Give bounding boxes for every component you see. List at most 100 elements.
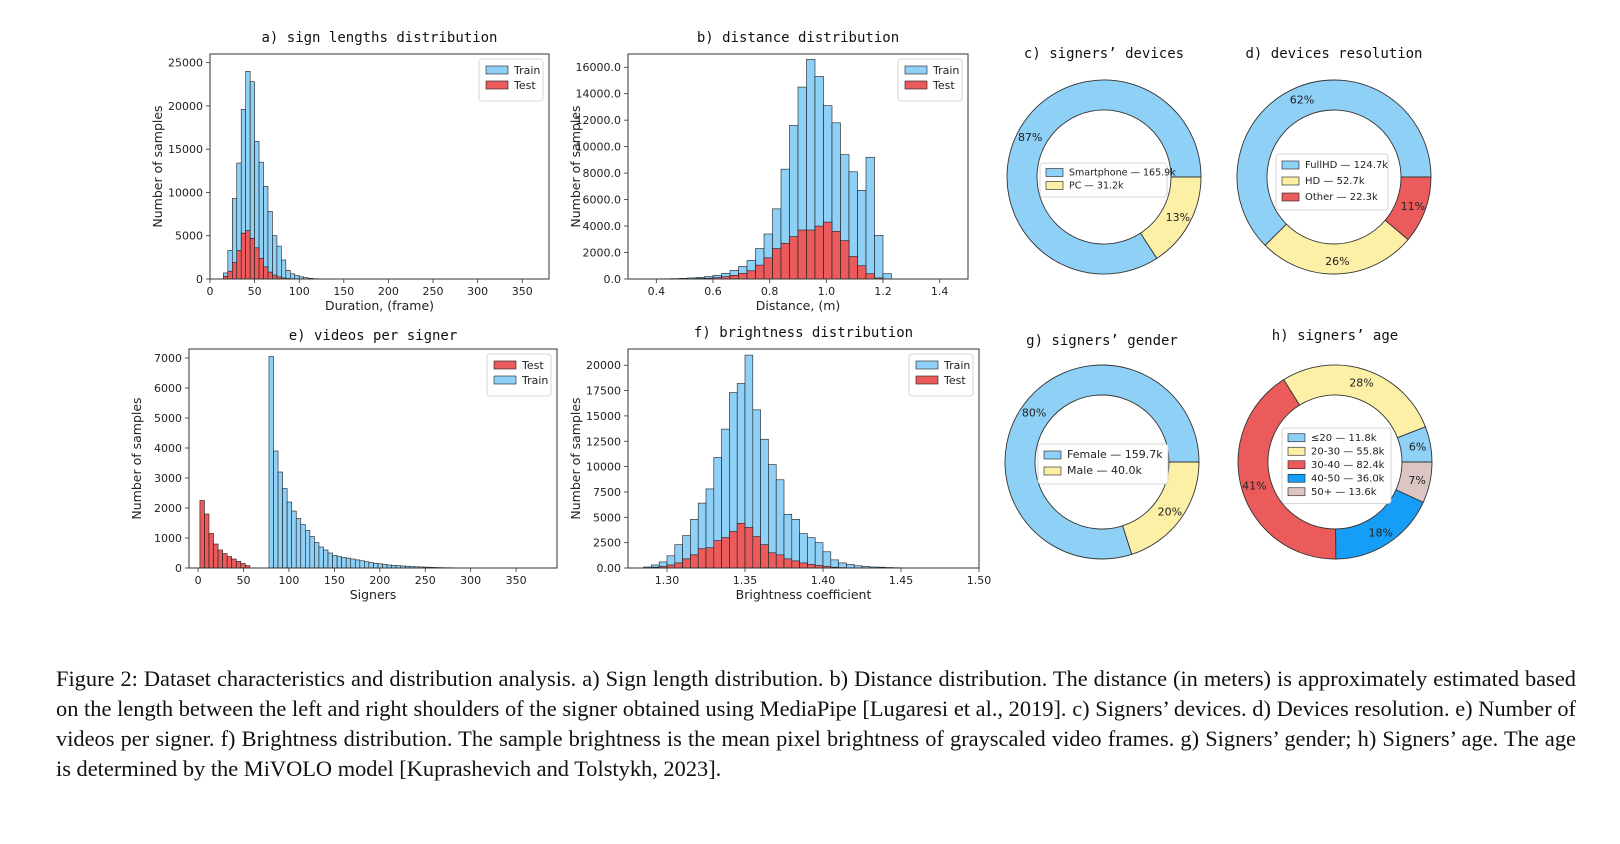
panel-e-ylabel: Number of samples <box>129 397 144 519</box>
slice-percent-label: 80% <box>1022 407 1046 420</box>
panel-a-legend: Train Test <box>478 58 544 102</box>
legend-swatch <box>1287 487 1306 497</box>
x-tick-label: 0.6 <box>704 285 722 298</box>
y-tick-label: 16000.0 <box>576 61 622 74</box>
bar-b-test <box>763 257 773 280</box>
y-tick-label: 20000 <box>586 359 621 372</box>
legend-label: Test <box>943 374 966 387</box>
panel-f-legend: Train Test <box>908 353 974 397</box>
y-tick-label: 15000 <box>586 410 621 423</box>
bar-b-test <box>738 273 748 280</box>
x-tick-label: 1.2 <box>874 285 892 298</box>
bar-e-train <box>373 562 379 569</box>
bar-e-train <box>305 530 311 569</box>
bar-a-train <box>276 245 282 280</box>
bar-e-train <box>295 518 302 569</box>
bar-f-train <box>838 562 847 569</box>
panel-h: h) signers’ age 6% 28% 41% 18% 7% ≤20 — 11.8k 2… <box>1237 328 1433 560</box>
bar-f-test <box>744 527 754 569</box>
bar-e-train <box>277 471 283 569</box>
donut-slice-g <box>1004 364 1200 560</box>
bar-b-test <box>865 273 875 280</box>
y-tick-label: 12000.0 <box>576 114 622 127</box>
bar-a-test <box>240 232 246 280</box>
bar-e-train <box>273 450 279 569</box>
x-tick-label: 300 <box>467 285 488 298</box>
bar-f-test <box>705 547 715 569</box>
panel-e: e) videos per signer 0 50 100 150 200 250 300 35… <box>129 328 558 602</box>
y-tick-label: 7000 <box>154 352 182 365</box>
bar-f-train <box>807 537 816 569</box>
legend-swatch <box>915 360 939 370</box>
legend-label: Smartphone — 165.9k <box>1069 168 1176 179</box>
legend-swatch <box>904 65 928 75</box>
bar-a-train <box>267 211 273 280</box>
panel-b-ylabel: Number of samples <box>568 105 583 227</box>
x-tick-label: 1.50 <box>967 574 992 587</box>
bar-e-train <box>309 536 315 569</box>
x-tick-label: 200 <box>378 285 399 298</box>
bar-e-train <box>314 542 320 569</box>
x-tick-label: 350 <box>512 285 533 298</box>
bar-e-train <box>345 557 352 569</box>
panel-f-frame <box>627 348 980 569</box>
bar-a-test <box>263 266 269 280</box>
bar-e-train <box>327 552 333 569</box>
bar-b-train <box>874 235 884 280</box>
bar-e-train <box>359 560 365 569</box>
panel-b-frame <box>627 53 969 280</box>
bar-e-train <box>341 557 347 569</box>
bar-e-train <box>364 561 370 569</box>
bar-e-train <box>282 488 288 569</box>
bar-f-test <box>760 544 769 569</box>
bar-e-train <box>268 356 274 569</box>
bar-f-test <box>768 552 777 569</box>
x-tick-label: 1.40 <box>811 574 836 587</box>
bar-a-test <box>232 262 238 280</box>
bar-e-test <box>213 543 219 569</box>
x-tick-label: 0 <box>195 574 202 587</box>
panel-e-xlabel: Signers <box>350 587 397 602</box>
panel-a-frame <box>209 53 550 280</box>
bar-f-test <box>729 531 738 569</box>
bar-f-test <box>697 548 707 569</box>
legend-label: Test <box>521 359 544 372</box>
panel-b: b) distance distribution 0.4 0.6 0.8 1.0 1.2 1… <box>568 30 969 313</box>
x-tick-label: 300 <box>460 574 481 587</box>
x-tick-label: 0.8 <box>761 285 779 298</box>
y-tick-label: 4000 <box>154 442 182 455</box>
panel-a: a) sign lengths distribution 0 50 100 150 200… <box>150 30 550 313</box>
legend-box <box>1037 443 1169 485</box>
bar-a-train <box>272 235 278 280</box>
y-tick-label: 10000 <box>586 461 621 474</box>
figure-panels: a) sign lengths distribution 0 50 100 150 200… <box>129 30 1433 602</box>
y-tick-label: 10000 <box>168 186 203 199</box>
legend-label: Male — 40.0k <box>1067 464 1143 477</box>
bar-f-test <box>690 554 699 569</box>
bar-b-test <box>857 265 867 280</box>
bar-a-test <box>272 274 278 280</box>
bar-f-test <box>713 540 722 569</box>
bar-e-test <box>199 500 205 569</box>
donut-slice-g <box>1122 461 1200 555</box>
bar-a-test <box>227 270 233 280</box>
y-tick-label: 2000.0 <box>583 247 622 260</box>
slice-percent-label: 20% <box>1158 505 1182 518</box>
bar-e-test <box>235 561 242 569</box>
legend-label: 30-40 — 82.4k <box>1311 460 1385 471</box>
bar-f-test <box>736 523 746 569</box>
panel-c: c) signers’ devices 87% 13% Smartphone — 16… <box>1006 46 1202 275</box>
y-tick-label: 10000.0 <box>576 141 622 154</box>
bar-b-test <box>831 231 841 280</box>
bar-e-test <box>226 556 233 569</box>
slice-percent-label: 28% <box>1349 376 1373 389</box>
y-tick-label: 0.00 <box>597 562 622 575</box>
panel-h-title: h) signers’ age <box>1272 328 1398 344</box>
y-tick-label: 7500 <box>593 486 621 499</box>
y-tick-label: 6000 <box>154 382 182 395</box>
slice-percent-label: 62% <box>1290 93 1314 106</box>
legend-swatch <box>493 375 517 385</box>
bar-f-test <box>752 536 761 569</box>
bar-b-test <box>746 270 756 280</box>
y-tick-label: 5000 <box>154 412 182 425</box>
